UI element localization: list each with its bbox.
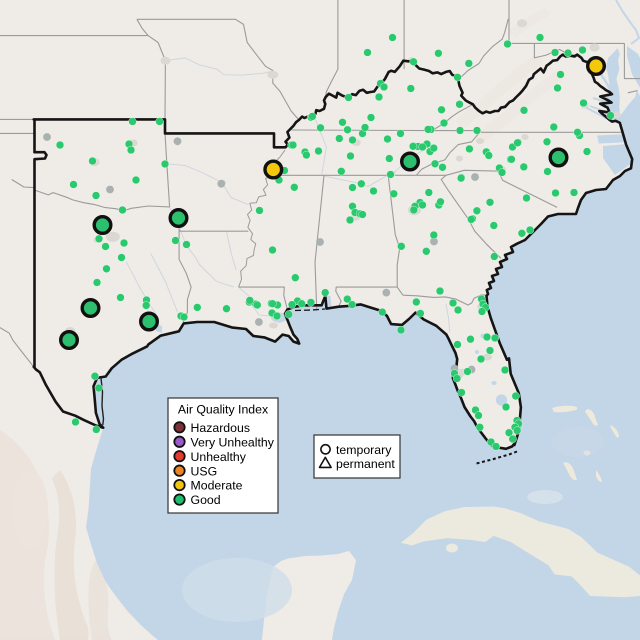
svg-text:Unhealthy: Unhealthy	[191, 450, 247, 464]
svg-text:Good: Good	[191, 493, 221, 507]
svg-text:Very Unhealthy: Very Unhealthy	[191, 435, 275, 449]
svg-text:Moderate: Moderate	[191, 479, 243, 493]
svg-text:temporary: temporary	[336, 443, 392, 457]
svg-text:permanent: permanent	[336, 457, 395, 471]
svg-text:Air Quality Index: Air Quality Index	[178, 403, 269, 417]
svg-text:Hazardous: Hazardous	[191, 421, 250, 435]
svg-text:USG: USG	[191, 464, 218, 478]
